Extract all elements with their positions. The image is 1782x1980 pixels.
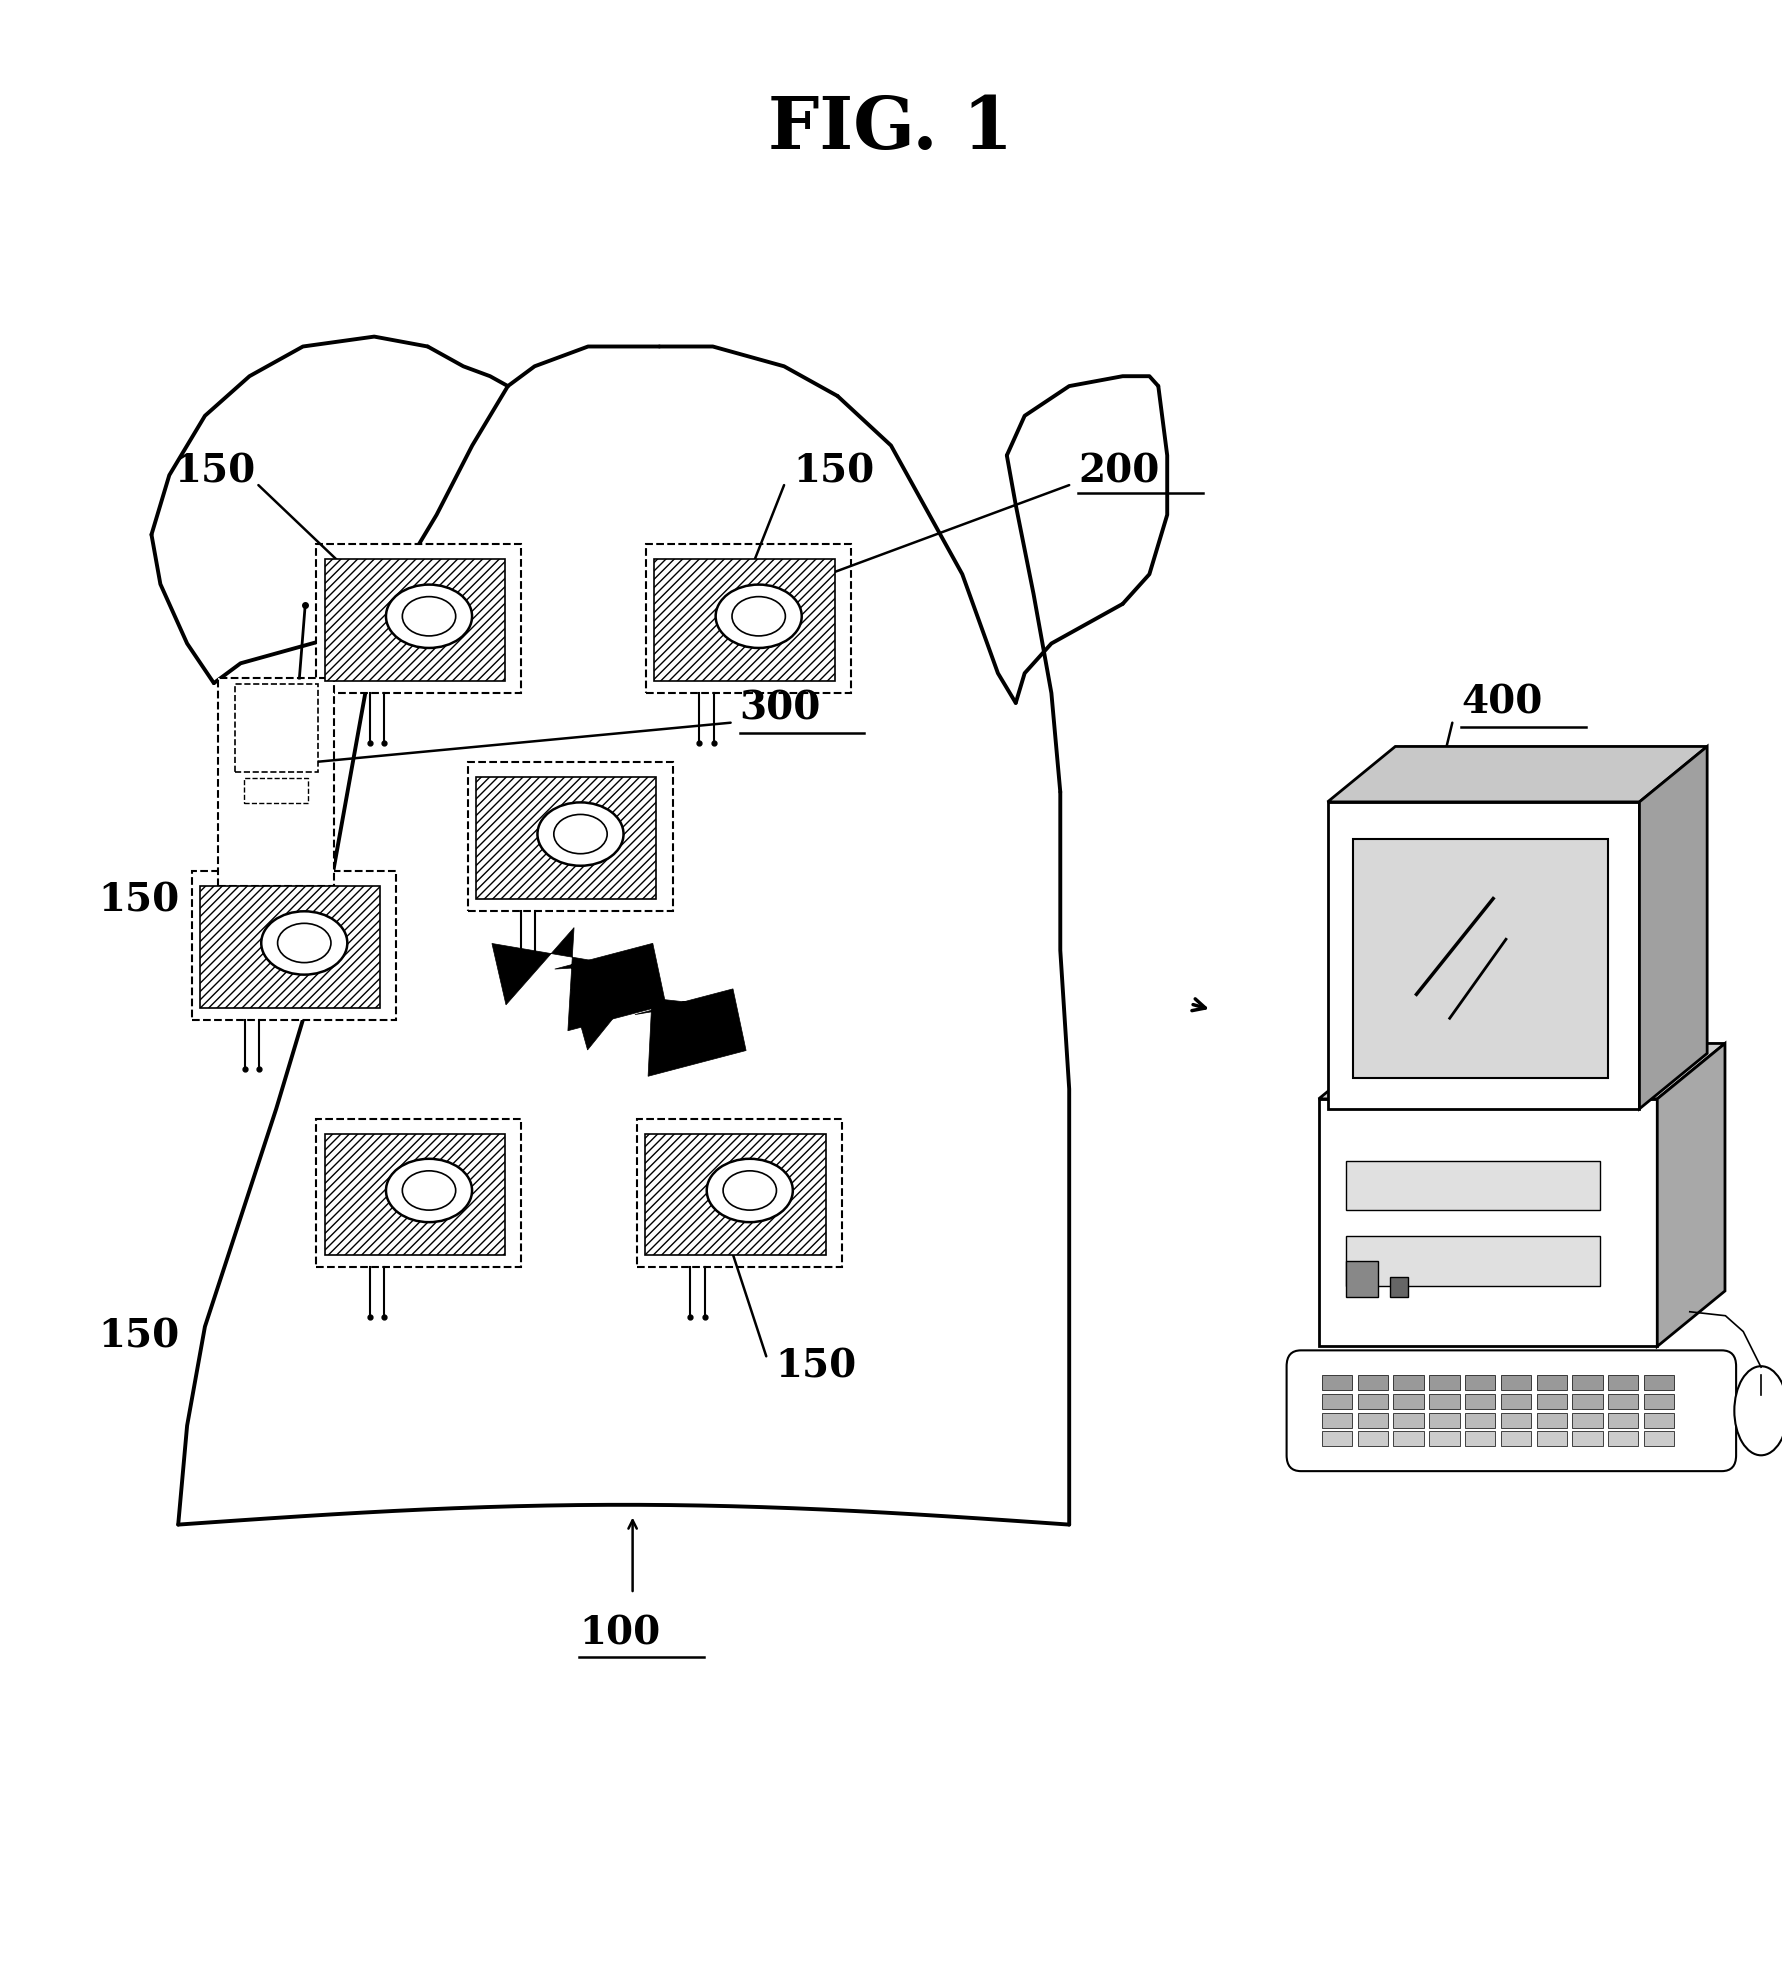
Bar: [1572, 1394, 1602, 1410]
Bar: [1322, 1432, 1353, 1445]
Bar: [1429, 1432, 1459, 1445]
Bar: [1536, 1412, 1566, 1428]
Bar: [1536, 1394, 1566, 1410]
Polygon shape: [1639, 746, 1707, 1109]
Bar: [317, 544, 522, 693]
Ellipse shape: [723, 1170, 777, 1210]
Polygon shape: [1328, 746, 1707, 802]
Bar: [1345, 1160, 1600, 1210]
Text: 150: 150: [175, 451, 257, 491]
Polygon shape: [1319, 1043, 1725, 1099]
Ellipse shape: [707, 1158, 793, 1222]
Bar: [1328, 802, 1639, 1109]
Bar: [324, 558, 504, 681]
Bar: [1500, 1412, 1531, 1428]
Bar: [235, 685, 317, 772]
Bar: [217, 677, 335, 887]
Bar: [1322, 1394, 1353, 1410]
Polygon shape: [492, 927, 666, 1032]
Text: 150: 150: [98, 1317, 180, 1356]
Ellipse shape: [538, 802, 624, 865]
Polygon shape: [570, 968, 747, 1077]
Bar: [1607, 1412, 1638, 1428]
Bar: [1345, 1236, 1600, 1285]
Text: 150: 150: [98, 881, 180, 921]
Bar: [1645, 1412, 1675, 1428]
Text: 150: 150: [793, 451, 875, 491]
Bar: [1465, 1432, 1495, 1445]
Bar: [1536, 1432, 1566, 1445]
Bar: [1607, 1374, 1638, 1390]
Text: 200: 200: [1078, 451, 1160, 491]
Bar: [1645, 1394, 1675, 1410]
Bar: [1394, 1432, 1424, 1445]
Text: 300: 300: [740, 689, 822, 729]
Ellipse shape: [403, 596, 456, 636]
Bar: [469, 762, 674, 911]
Ellipse shape: [403, 1170, 456, 1210]
Ellipse shape: [262, 911, 347, 974]
Polygon shape: [1657, 1043, 1725, 1346]
Text: 400: 400: [1461, 683, 1543, 723]
Bar: [1358, 1412, 1388, 1428]
Bar: [476, 778, 656, 899]
Bar: [200, 885, 380, 1008]
FancyBboxPatch shape: [1287, 1350, 1736, 1471]
Ellipse shape: [1734, 1366, 1782, 1455]
Bar: [1429, 1394, 1459, 1410]
Bar: [244, 778, 308, 804]
Bar: [1572, 1432, 1602, 1445]
Ellipse shape: [732, 596, 786, 636]
Bar: [1607, 1394, 1638, 1410]
Bar: [1319, 1099, 1657, 1346]
Bar: [647, 544, 852, 693]
Bar: [1572, 1374, 1602, 1390]
Bar: [1465, 1374, 1495, 1390]
Bar: [1465, 1394, 1495, 1410]
Ellipse shape: [387, 584, 472, 647]
Bar: [192, 871, 397, 1020]
Bar: [645, 1133, 825, 1255]
Bar: [1500, 1432, 1531, 1445]
Bar: [1645, 1374, 1675, 1390]
Bar: [1345, 1261, 1377, 1297]
Bar: [1358, 1394, 1388, 1410]
Bar: [324, 1133, 504, 1255]
Ellipse shape: [278, 923, 331, 962]
Bar: [1353, 840, 1607, 1077]
Bar: [638, 1119, 841, 1267]
Bar: [1322, 1374, 1353, 1390]
Bar: [1536, 1374, 1566, 1390]
Bar: [1394, 1412, 1424, 1428]
Text: FIG. 1: FIG. 1: [768, 93, 1014, 164]
Bar: [1322, 1412, 1353, 1428]
Bar: [1429, 1374, 1459, 1390]
Text: 150: 150: [775, 1346, 857, 1386]
Bar: [317, 1119, 522, 1267]
Text: 100: 100: [579, 1614, 661, 1653]
Bar: [1500, 1394, 1531, 1410]
Bar: [654, 558, 834, 681]
Bar: [1645, 1432, 1675, 1445]
Ellipse shape: [716, 584, 802, 647]
Bar: [1358, 1432, 1388, 1445]
Bar: [1390, 1277, 1408, 1297]
Bar: [1394, 1374, 1424, 1390]
Bar: [1500, 1374, 1531, 1390]
Bar: [1358, 1374, 1388, 1390]
Bar: [1572, 1412, 1602, 1428]
Bar: [1429, 1412, 1459, 1428]
Bar: [1607, 1432, 1638, 1445]
Ellipse shape: [554, 814, 608, 853]
Ellipse shape: [387, 1158, 472, 1222]
Bar: [1394, 1394, 1424, 1410]
Bar: [1465, 1412, 1495, 1428]
